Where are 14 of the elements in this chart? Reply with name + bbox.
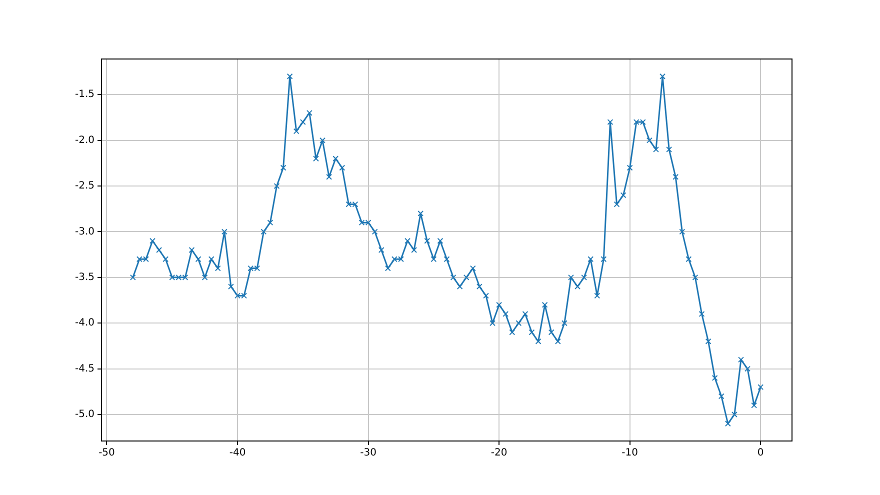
x-tick-label: -50 xyxy=(98,448,115,459)
y-tick-label: -3.0 xyxy=(74,226,95,238)
x-tick-label: -30 xyxy=(360,448,376,459)
y-tick-label: -2.5 xyxy=(74,180,95,192)
x-tick-label: -40 xyxy=(229,448,246,459)
y-tick-label: -2.0 xyxy=(74,134,95,146)
x-tick-label: 0 xyxy=(757,448,764,459)
y-tick-label: -4.0 xyxy=(74,318,95,329)
y-tick-label: -5.0 xyxy=(74,409,95,420)
x-tick-label: -10 xyxy=(622,448,638,459)
y-tick-label: -3.5 xyxy=(74,272,95,284)
y-tick-label: -1.5 xyxy=(74,89,95,100)
x-tick-label: -20 xyxy=(490,448,508,459)
y-tick-label: -4.5 xyxy=(74,363,95,374)
